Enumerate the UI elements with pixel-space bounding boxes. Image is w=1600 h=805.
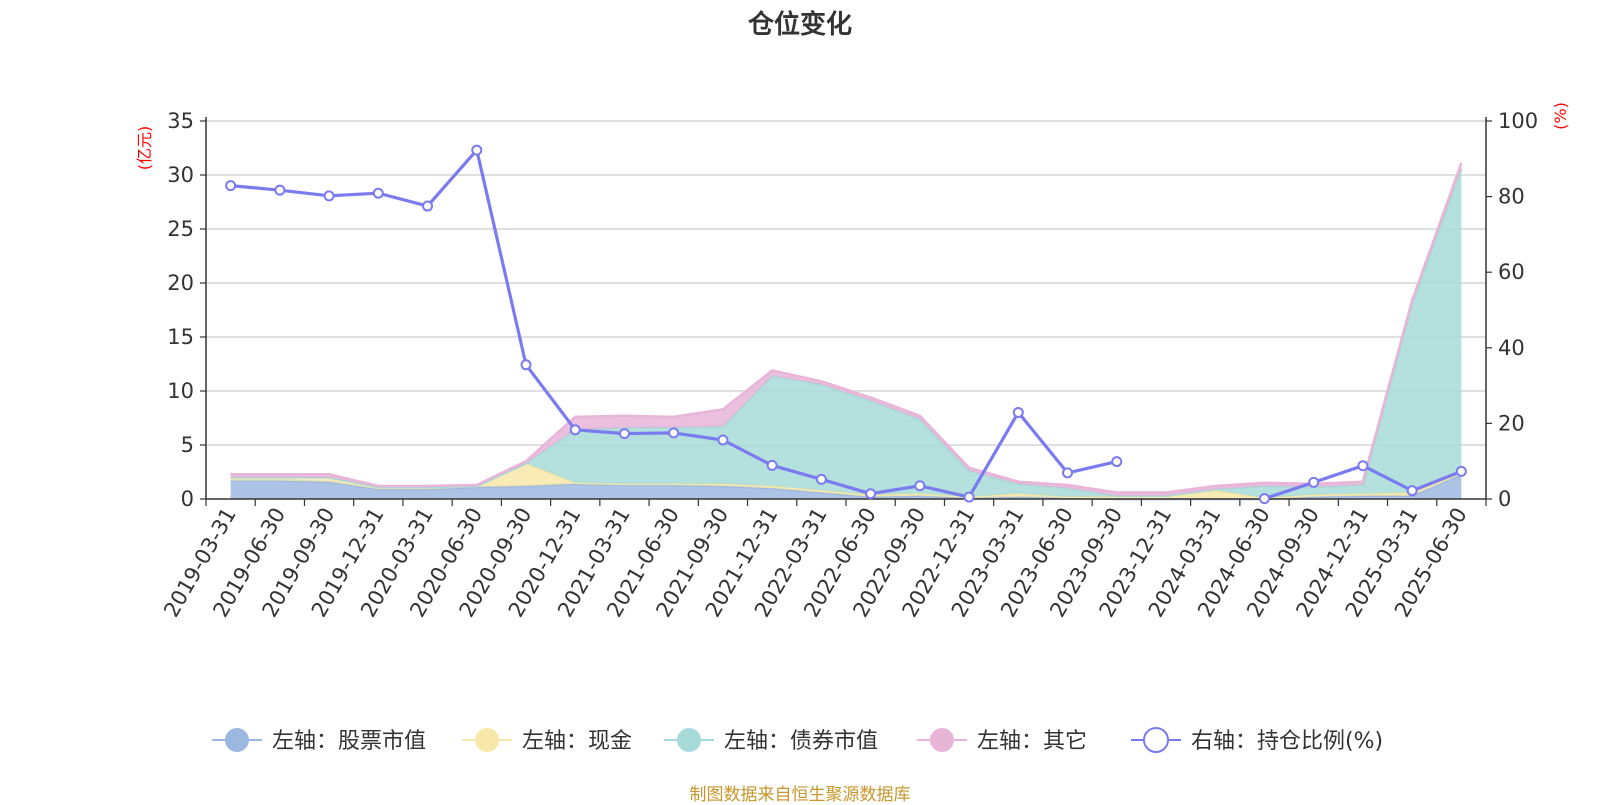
ratio-point [963,491,975,503]
ratio-point [569,424,581,436]
right-axis-tick-label: 0 [1498,487,1511,511]
left-axis-unit: (亿元) [135,126,154,171]
left-axis-tick-label: 10 [167,379,194,403]
ratio-point [1258,493,1270,505]
right-axis-tick-label: 80 [1498,185,1525,209]
ratio-point [422,200,434,212]
left-axis-tick-label: 15 [167,325,194,349]
legend-item: 左轴：股票市值 [212,728,426,754]
left-axis-tick-label: 25 [167,217,194,241]
left-axis-tick-label: 30 [167,163,194,187]
ratio-point [1308,476,1320,488]
right-axis-tick-label: 100 [1498,109,1538,133]
legend-label: 左轴：现金 [522,729,632,754]
legend-label: 左轴：债券市值 [724,729,878,754]
data-source-footer: 制图数据来自恒生聚源数据库 [689,785,911,805]
legend-marker [930,728,954,752]
ratio-point [225,180,237,192]
legend-item: 左轴：债券市值 [664,728,878,754]
left-axis-tick-label: 0 [181,487,194,511]
ratio-point [1012,406,1024,418]
ratio-point [323,190,335,202]
legend-item: 左轴：其它 [917,728,1087,754]
legend-item: 左轴：现金 [462,728,632,754]
area-series [230,474,1462,499]
ratio-point [1062,467,1074,479]
ratio-point [766,459,778,471]
stacked-areas [230,162,1463,501]
right-axis-tick-label: 60 [1498,260,1525,284]
ratio-point [372,187,384,199]
ratio-point [1357,460,1369,472]
legend-marker [475,728,499,752]
ratio-point [1111,456,1123,468]
legend-item: 右轴：持仓比例(%) [1131,727,1383,754]
ratio-point [815,473,827,485]
ratio-point [1406,485,1418,497]
legend-label: 左轴：股票市值 [272,729,426,754]
ratio-point [717,434,729,446]
ratio-point [520,359,532,371]
ratio-point [1455,465,1467,477]
left-axis-tick-label: 35 [167,109,194,133]
legend-marker [677,728,701,752]
ratio-point [914,480,926,492]
ratio-point [668,427,680,439]
left-axis-tick-label: 20 [167,271,194,295]
ratio-point [618,428,630,440]
ratio-point [274,184,286,196]
area-series [230,168,1462,498]
ratio-point [471,144,483,156]
ratio-point [865,488,877,500]
area-series [230,463,1462,499]
right-axis-tick-label: 20 [1498,411,1525,435]
legend-label: 左轴：其它 [977,729,1087,754]
area-series-edge [230,162,1463,494]
chart-title: 仓位变化 [747,10,852,40]
right-axis-tick-label: 40 [1498,336,1525,360]
right-axis-unit: (%) [1551,102,1570,130]
legend-label: 右轴：持仓比例(%) [1191,729,1383,754]
legend-marker [225,728,249,752]
legend-marker [1143,727,1169,753]
left-axis-tick-label: 5 [181,433,194,457]
